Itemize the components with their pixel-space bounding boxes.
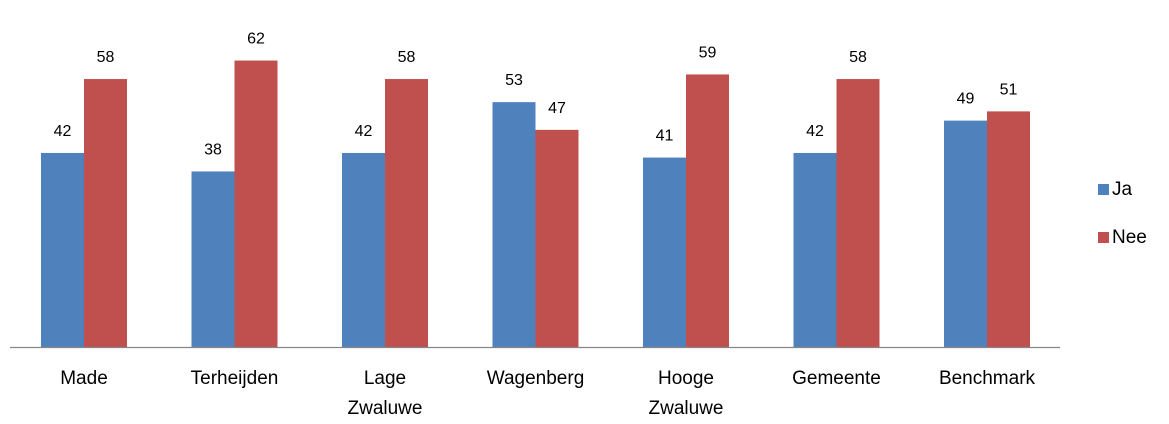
bar-ja-2 [342, 152, 385, 347]
bar-ja-4 [643, 157, 686, 347]
data-label-ja-4: 41 [656, 128, 674, 145]
category-label-0: Made [60, 368, 108, 389]
legend-label-nee: Nee [1112, 227, 1147, 248]
category-label-5: Gemeente [792, 368, 881, 389]
bar-nee-1 [234, 60, 278, 348]
category-label-6: Benchmark [939, 368, 1036, 389]
category-label-1: Terheijden [191, 368, 279, 389]
category-label-4: Hooge Zwaluwe [649, 368, 724, 419]
bar-ja-3 [492, 102, 536, 347]
data-label-ja-6: 49 [957, 91, 975, 108]
bar-nee-0 [84, 79, 127, 347]
data-label-nee-4: 59 [699, 44, 717, 61]
data-label-nee-2: 58 [398, 49, 416, 66]
data-label-ja-0: 42 [54, 123, 72, 140]
data-label-ja-2: 42 [355, 123, 373, 140]
bar-nee-5 [836, 79, 880, 347]
bar-nee-2 [385, 79, 428, 347]
bar-ja-1 [191, 171, 235, 347]
legend-swatch-ja [1098, 184, 1109, 195]
legend-label-ja: Ja [1112, 179, 1133, 200]
data-label-nee-3: 47 [548, 100, 566, 117]
bar-ja-6 [944, 120, 987, 348]
data-label-ja-5: 42 [806, 123, 824, 140]
data-label-nee-6: 51 [1000, 81, 1018, 98]
data-label-ja-3: 53 [505, 72, 523, 89]
data-label-ja-1: 38 [204, 141, 222, 158]
bar-ja-0 [41, 152, 84, 347]
bar-ja-5 [793, 152, 837, 347]
data-label-nee-5: 58 [849, 49, 867, 66]
data-label-nee-1: 62 [247, 31, 265, 48]
legend-swatch-nee [1098, 232, 1109, 243]
bar-nee-6 [987, 111, 1030, 347]
bar-nee-4 [686, 74, 729, 348]
data-label-nee-0: 58 [97, 49, 115, 66]
category-label-2: Lage Zwaluwe [348, 368, 423, 419]
category-label-3: Wagenberg [487, 368, 585, 389]
bar-nee-3 [535, 129, 579, 347]
